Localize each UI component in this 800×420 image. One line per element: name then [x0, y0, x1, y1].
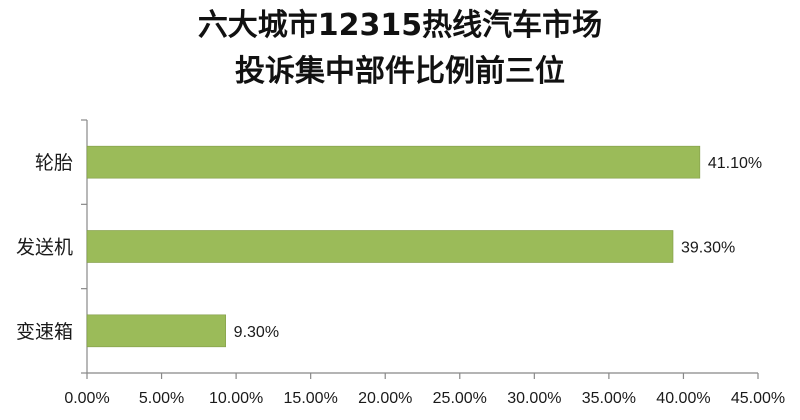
x-tick-label: 5.00% — [139, 390, 184, 407]
bars — [86, 145, 701, 348]
data-label: 9.30% — [234, 324, 279, 341]
chart-title-line-1: 六大城市12315热线汽车市场 — [197, 8, 603, 43]
data-label: 41.10% — [708, 155, 762, 172]
chart-title-line-2: 投诉集中部件比例前三位 — [235, 54, 565, 89]
x-tick-label: 25.00% — [433, 390, 487, 407]
category-label: 发送机 — [16, 237, 73, 259]
category-label: 变速箱 — [16, 321, 73, 343]
x-tick-label: 30.00% — [507, 390, 561, 407]
x-tick-label: 0.00% — [64, 390, 109, 407]
x-tick-label: 20.00% — [358, 390, 412, 407]
x-tick-label: 35.00% — [582, 390, 636, 407]
x-tick-label: 40.00% — [656, 390, 710, 407]
bar-1 — [86, 145, 701, 179]
x-tick-label: 15.00% — [284, 390, 338, 407]
labels: 轮胎 41.10% 发送机 39.30% 变速箱 9.30% — [16, 152, 762, 343]
bar-3 — [86, 314, 226, 348]
data-label: 39.30% — [681, 240, 735, 257]
axes: 0.00% 5.00% 10.00% 15.00% 20.00% 25.00% 30.00%… — [64, 119, 785, 407]
category-label: 轮胎 — [35, 152, 73, 174]
x-tick-label: 45.00% — [731, 390, 785, 407]
x-tick-label: 10.00% — [209, 390, 263, 407]
bar-2 — [86, 230, 674, 263]
